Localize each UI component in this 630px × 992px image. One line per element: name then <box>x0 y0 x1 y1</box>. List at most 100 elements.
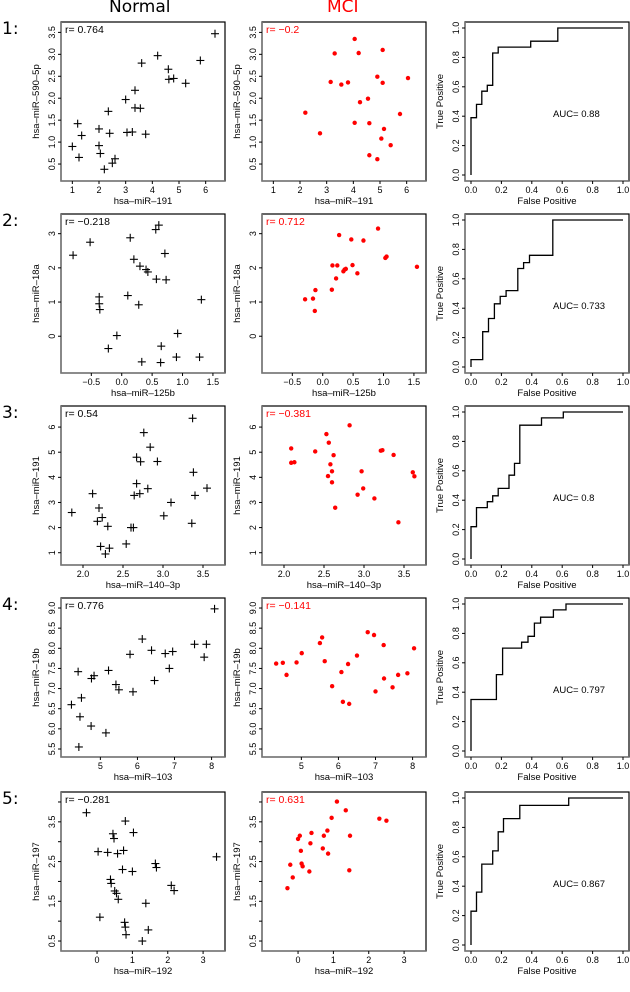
data-point-dot <box>339 82 344 87</box>
y-tick-label: 0.4 <box>451 494 461 507</box>
data-point-plus <box>141 899 150 908</box>
data-point-plus <box>74 742 83 751</box>
y-tick-label: 9.0 <box>248 602 258 615</box>
y-axis-label: hsa–miR–590–5p <box>232 64 243 138</box>
y-tick-label: 0.2 <box>451 331 461 344</box>
data-point-plus <box>144 925 153 934</box>
data-point-dot <box>384 254 389 259</box>
data-point-dot <box>375 226 381 231</box>
data-point-plus <box>122 539 131 548</box>
data-point-dot <box>384 818 389 823</box>
x-tick-label: 1.0 <box>617 185 630 195</box>
x-axis-label: False Positive <box>517 196 576 207</box>
x-tick-label: 5 <box>377 185 382 195</box>
x-tick-label: 3.0 <box>358 569 371 579</box>
x-tick-label: −0.5 <box>283 377 301 387</box>
x-tick-label: 7 <box>373 761 378 771</box>
data-point-plus <box>101 728 110 737</box>
x-tick-label: 4 <box>351 185 356 195</box>
x-tick-label: 0.4 <box>526 955 539 965</box>
data-point-dot <box>310 296 316 301</box>
x-tick-label: 2.5 <box>117 569 130 579</box>
data-point-plus <box>113 849 122 858</box>
data-point-dot <box>350 262 355 268</box>
x-axis-label: hsa–miR–125b <box>312 388 376 399</box>
roc-curve <box>470 219 623 367</box>
x-tick-label: 0.6 <box>556 761 569 771</box>
y-tick-label: 1.5 <box>47 895 57 908</box>
data-point-plus <box>191 491 199 500</box>
data-point-plus <box>135 489 144 498</box>
correlation-label: r= −0.281 <box>65 794 110 806</box>
data-point-plus <box>132 453 141 462</box>
data-point-dot <box>405 671 410 676</box>
x-tick-label: 0.4 <box>526 569 539 579</box>
chart-row-3: 3: 2.0 2.5 3.0 3.5 1 2 3 4 5 6 hsa–miR–140–3p hsa–mi… <box>2 403 630 591</box>
x-tick-label: 0.6 <box>556 955 569 965</box>
x-axis-label: hsa–miR–140–3p <box>106 580 180 591</box>
data-point-dot <box>396 520 401 525</box>
y-tick-label: 0 <box>47 334 57 339</box>
data-point-plus <box>190 640 199 649</box>
auc-label: AUC= 0.88 <box>553 109 600 120</box>
x-tick-label: 3.5 <box>197 569 210 579</box>
x-tick-label: 0.6 <box>556 377 569 387</box>
y-tick-label: 3.5 <box>47 816 57 829</box>
x-tick-label: 6 <box>135 761 140 771</box>
x-tick-label: 0.2 <box>495 377 508 387</box>
data-point-dot <box>312 308 318 314</box>
y-tick-label: 1.0 <box>47 136 57 149</box>
plot-frame <box>464 597 630 758</box>
data-point-dot <box>325 828 330 833</box>
data-point-dot <box>329 815 334 821</box>
x-tick-label: 1 <box>70 185 75 195</box>
data-point-plus <box>103 522 112 531</box>
y-axis-label: True Positive <box>435 74 446 129</box>
y-tick-label: 0.4 <box>451 880 461 893</box>
y-tick-label: 8.0 <box>248 642 258 655</box>
y-axis-label: hsa–miR–191 <box>232 456 243 515</box>
data-point-dot <box>345 661 351 667</box>
plot-frame <box>261 597 427 758</box>
y-tick-label: 8.5 <box>248 622 258 635</box>
data-point-dot <box>397 111 403 117</box>
x-tick-label: 0.4 <box>526 761 539 771</box>
data-point-plus <box>141 130 150 139</box>
data-point-dot <box>319 635 325 640</box>
data-point-plus <box>129 255 138 264</box>
data-point-plus <box>137 59 146 68</box>
data-point-plus <box>123 291 132 300</box>
x-tick-label: 0.8 <box>586 377 599 387</box>
data-point-dot <box>289 446 294 451</box>
data-point-plus <box>137 357 146 366</box>
data-point-dot <box>324 431 329 437</box>
y-tick-label: 1.5 <box>248 114 258 127</box>
mci-panel: −0.5 0.0 0.5 1.0 1.5 0 1 2 3 hsa–miR–125b hsa–miR–… <box>232 213 427 399</box>
data-point-plus <box>167 881 176 890</box>
x-tick-label: 6 <box>336 761 341 771</box>
data-point-plus <box>114 895 123 904</box>
y-tick-label: 8.5 <box>47 622 57 635</box>
data-point-plus <box>95 292 104 301</box>
data-point-plus <box>68 142 77 151</box>
x-tick-label: 0.5 <box>347 377 360 387</box>
data-point-dot <box>336 232 342 238</box>
x-tick-label: 5 <box>176 185 181 195</box>
data-point-dot <box>325 473 331 479</box>
data-point-dot <box>297 833 303 838</box>
y-tick-label: 1.0 <box>451 22 461 35</box>
x-tick-label: 0.6 <box>556 185 569 195</box>
data-point-plus <box>121 923 130 932</box>
roc-panel: 0.0 0.2 0.4 0.6 0.8 1.0 0.0 0.2 0.4 0.6 0.8 1.0 Fals… <box>435 21 630 207</box>
data-point-plus <box>111 154 119 163</box>
mci-panel: 0 1 2 3 0.5 1.5 2.5 3.5 hsa–miR–192 hsa–miR–197 r=… <box>232 791 427 977</box>
correlation-label: r= 0.54 <box>65 408 98 420</box>
data-point-dot <box>329 469 335 474</box>
y-axis-label: hsa–miR–19b <box>232 648 243 707</box>
data-point-dot <box>328 79 333 85</box>
y-tick-label: 3 <box>47 231 57 236</box>
y-tick-label: 0.5 <box>47 935 57 948</box>
data-point-plus <box>121 95 130 104</box>
y-tick-label: 6 <box>248 425 258 430</box>
data-point-plus <box>94 847 103 856</box>
